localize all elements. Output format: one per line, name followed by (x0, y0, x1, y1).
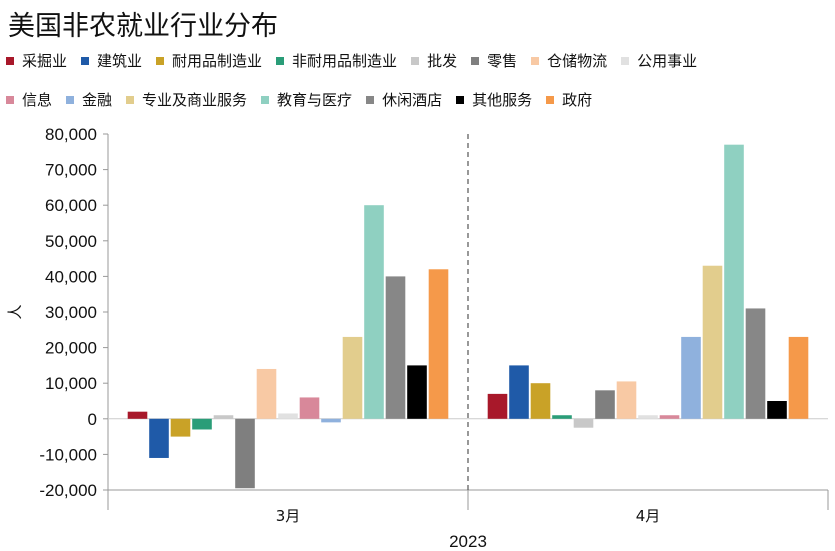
legend-item: 仓储物流 (531, 50, 607, 72)
bar (487, 393, 508, 419)
legend-label: 信息 (22, 91, 53, 109)
legend-label: 非耐用品制造业 (292, 52, 398, 70)
y-tick-label: 20,000 (45, 339, 97, 358)
legend-label: 公用事业 (637, 52, 698, 70)
bar (638, 415, 658, 419)
bar (407, 365, 427, 419)
legend-label: 零售 (487, 52, 518, 70)
bar (659, 415, 680, 419)
bar (321, 418, 341, 423)
bar (681, 336, 701, 419)
legend-label: 采掘业 (22, 52, 68, 70)
legend-item: 非耐用品制造业 (276, 50, 397, 72)
legend-label: 其他服务 (472, 91, 533, 109)
legend-swatch (156, 57, 165, 65)
bar (256, 368, 277, 419)
y-tick-label: 30,000 (45, 303, 97, 322)
bar (767, 401, 787, 419)
bar (192, 418, 212, 430)
bar (724, 144, 744, 419)
bar (213, 415, 234, 419)
x-category-label: 3月 (276, 507, 301, 525)
bar (278, 413, 298, 419)
legend-label: 金融 (82, 91, 113, 109)
y-tick-label: 10,000 (45, 374, 97, 393)
legend-item: 建筑业 (81, 50, 142, 72)
y-tick-label: 40,000 (45, 267, 97, 286)
legend-swatch (6, 57, 14, 65)
x-axis-title: 2023 (449, 532, 487, 551)
bar (170, 418, 191, 437)
legend-row: 信息 金融 专业及商业服务 教育与医疗 休闲酒店 其他服务 政府 (6, 89, 835, 111)
y-axis-label: 人 (6, 304, 24, 319)
y-tick-label: 50,000 (45, 232, 97, 251)
legend-swatch (6, 96, 14, 104)
bar (788, 336, 809, 419)
y-tick-label: -10,000 (39, 445, 97, 464)
legend-item: 信息 (6, 89, 52, 111)
legend-item: 其他服务 (456, 89, 532, 111)
legend-item: 政府 (546, 89, 592, 111)
legend-item: 金融 (66, 89, 112, 111)
legend-label: 休闲酒店 (382, 91, 443, 109)
legend-item: 采掘业 (6, 50, 67, 72)
x-category-label: 4月 (636, 507, 661, 525)
bar (702, 265, 723, 419)
legend-item: 零售 (471, 50, 517, 72)
legend-swatch (456, 96, 465, 104)
y-tick-label: 60,000 (45, 196, 97, 215)
legend-item: 教育与医疗 (261, 89, 352, 111)
legend-label: 建筑业 (97, 52, 143, 70)
bar (299, 397, 320, 419)
bar (342, 336, 363, 419)
bar (235, 418, 255, 489)
legend-item: 休闲酒店 (366, 89, 442, 111)
legend-swatch (531, 57, 540, 65)
bar (552, 415, 572, 419)
legend-label: 教育与医疗 (277, 91, 353, 109)
legend-swatch (81, 57, 90, 65)
legend-swatch (471, 57, 480, 65)
legend-swatch (411, 57, 420, 65)
y-tick-label: 80,000 (45, 125, 97, 144)
bar (595, 390, 615, 419)
legend-label: 批发 (427, 52, 458, 70)
legend-label: 耐用品制造业 (172, 52, 263, 70)
bar (428, 269, 449, 419)
legend-swatch (126, 96, 135, 104)
legend-label: 政府 (562, 91, 593, 109)
bar (149, 418, 169, 458)
y-tick-label: 70,000 (45, 161, 97, 180)
legend-item: 批发 (411, 50, 457, 72)
bar (509, 365, 529, 419)
legend-swatch (276, 57, 285, 65)
y-tick-label: 0 (88, 410, 97, 429)
legend-item: 专业及商业服务 (126, 89, 247, 111)
bar (364, 205, 384, 419)
legend-label: 仓储物流 (547, 52, 608, 70)
legend-swatch (546, 96, 555, 104)
legend-swatch (66, 96, 75, 104)
bar (616, 381, 637, 419)
legend-swatch (366, 96, 375, 104)
legend-swatch (621, 57, 630, 65)
legend-item: 公用事业 (621, 50, 697, 72)
bar (573, 418, 594, 428)
legend-label: 专业及商业服务 (142, 91, 248, 109)
bar (385, 276, 406, 419)
legend-item: 耐用品制造业 (156, 50, 262, 72)
y-tick-label: -20,000 (39, 481, 97, 500)
bar (530, 383, 551, 419)
legend: 采掘业 建筑业 耐用品制造业 非耐用品制造业 批发 零售 仓储物流 公用事业信息 金融 专业及商业… (6, 50, 835, 128)
legend-row: 采掘业 建筑业 耐用品制造业 非耐用品制造业 批发 零售 仓储物流 公用事业 (6, 50, 835, 72)
bar (745, 308, 766, 419)
legend-swatch (261, 96, 270, 104)
bar (127, 411, 148, 419)
chart-title: 美国非农就业行业分布 (8, 11, 278, 42)
